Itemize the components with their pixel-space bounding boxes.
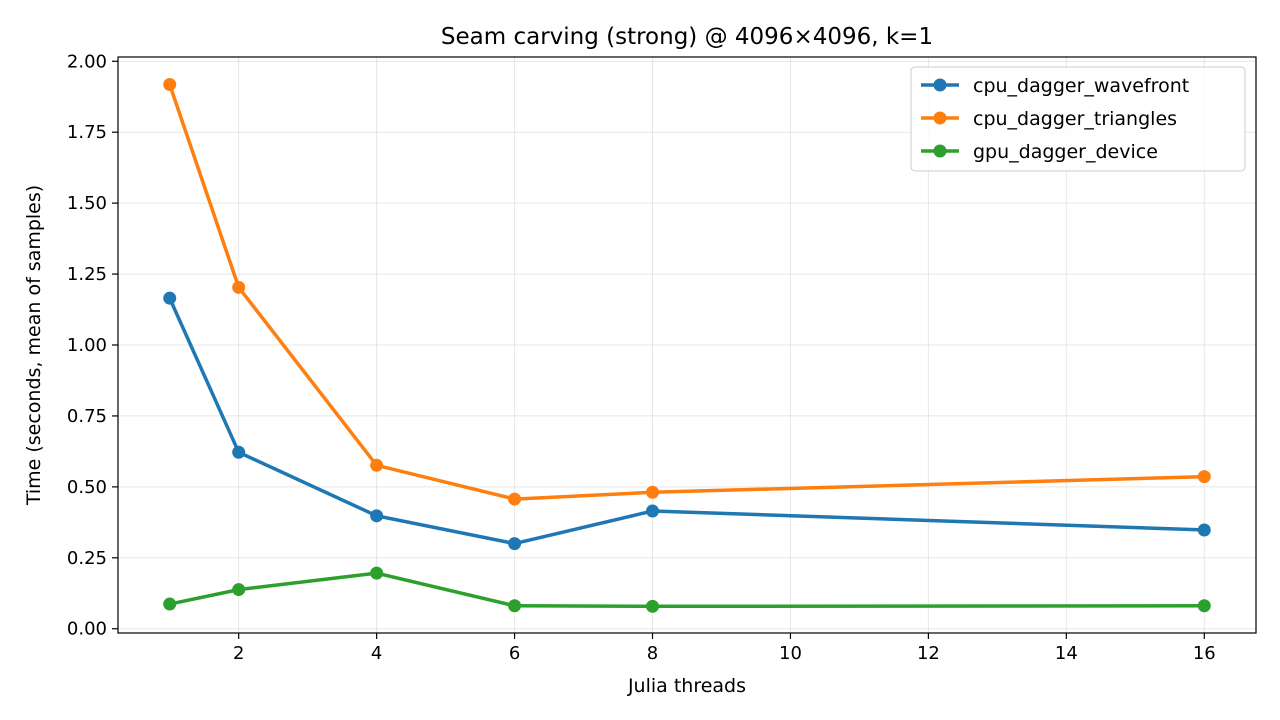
series-line (167, 295, 1207, 546)
x-tick-label: 10 (779, 643, 802, 664)
data-point (508, 599, 522, 613)
data-point (646, 599, 660, 613)
x-tick-label: 8 (647, 643, 658, 664)
legend-entry: cpu_dagger_triangles (921, 108, 1177, 130)
chart-title: Seam carving (strong) @ 4096×4096, k=1 (441, 24, 933, 50)
series-gpu_dagger_device (163, 566, 1211, 613)
data-point (1197, 523, 1211, 537)
series-line (167, 571, 1207, 609)
series-cpu_dagger_triangles (163, 78, 1211, 506)
x-axis-label: Julia threads (627, 675, 746, 697)
x-tick-label: 14 (1055, 643, 1078, 664)
y-tick-label: 1.50 (67, 193, 107, 214)
y-tick-label: 1.00 (67, 335, 107, 356)
series-cpu_dagger_wavefront (163, 291, 1211, 551)
x-tick-label: 6 (509, 643, 520, 664)
x-tick-label: 16 (1193, 643, 1216, 664)
data-point (646, 485, 660, 499)
x-tick-label: 4 (371, 643, 382, 664)
y-tick-label: 1.25 (67, 264, 107, 285)
data-point (370, 509, 384, 523)
data-point (508, 492, 522, 506)
legend-marker (933, 144, 947, 158)
y-tick-label: 1.75 (67, 122, 107, 143)
data-point (163, 291, 177, 305)
legend-label: gpu_dagger_device (973, 141, 1158, 163)
y-tick-label: 0.75 (67, 406, 107, 427)
legend-box (910, 66, 1246, 172)
y-tick-label: 2.00 (67, 51, 107, 72)
legend-label: cpu_dagger_wavefront (973, 75, 1189, 97)
data-point (508, 537, 522, 551)
data-point (163, 78, 177, 92)
y-tick-label: 0.25 (67, 548, 107, 569)
legend-marker (933, 78, 947, 92)
x-tick-label: 2 (233, 643, 244, 664)
legend-marker (933, 111, 947, 125)
plot-series (163, 78, 1211, 613)
series-line (167, 82, 1207, 501)
x-tick-label: 12 (917, 643, 940, 664)
y-axis-label: Time (seconds, mean of samples) (23, 185, 45, 506)
data-point (232, 583, 246, 597)
y-tick-label: 0.00 (67, 619, 107, 640)
data-point (232, 280, 246, 294)
data-point (1197, 470, 1211, 484)
legend-entry: gpu_dagger_device (921, 141, 1158, 163)
data-point (163, 597, 177, 611)
axis-ticks: 2 4 6 8 10 12 14 16 0.00 0.25 0.50 0.75 1.00 1.25 1.50… (67, 51, 1216, 664)
data-point (232, 445, 246, 459)
legend-entry: cpu_dagger_wavefront (921, 75, 1189, 97)
data-point (370, 566, 384, 580)
legend: cpu_dagger_wavefront cpu_dagger_triangles… (910, 66, 1246, 172)
y-tick-label: 0.50 (67, 477, 107, 498)
data-point (1197, 599, 1211, 613)
legend-label: cpu_dagger_triangles (973, 108, 1177, 130)
data-point (646, 504, 660, 518)
data-point (370, 458, 384, 472)
